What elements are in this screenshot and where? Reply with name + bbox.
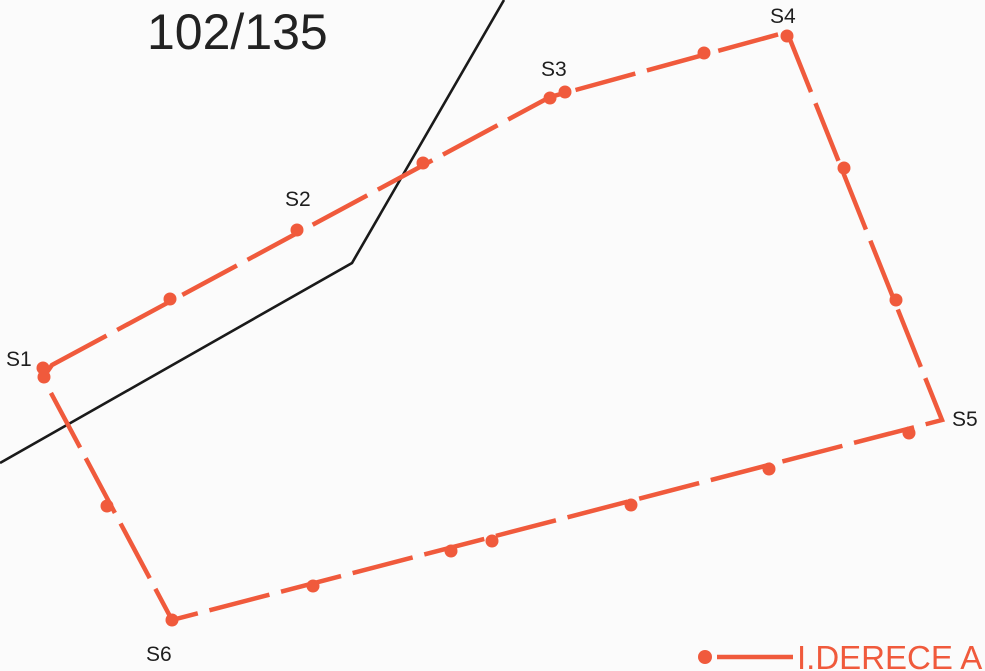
vertex-marker-s3	[543, 91, 557, 105]
vertex-label-s1: S1	[6, 348, 32, 371]
boundary-point	[416, 156, 430, 170]
boundary-point	[697, 46, 711, 60]
boundary-point	[100, 499, 114, 513]
boundary-point	[163, 292, 177, 306]
vertex-marker-s3	[558, 85, 572, 99]
boundary-dots	[36, 29, 916, 627]
boundary-point	[485, 534, 499, 548]
boundary-point	[837, 161, 851, 175]
vertex-label-s5: S5	[952, 408, 978, 431]
vertex-label-s3: S3	[541, 58, 567, 81]
boundary-point	[306, 579, 320, 593]
parcel-number: 102/135	[147, 4, 328, 60]
boundary-point	[762, 462, 776, 476]
boundary-point	[624, 498, 638, 512]
legend-label: I.DERECE A	[797, 639, 982, 671]
vertex-marker-s6	[165, 613, 179, 627]
vertex-marker-s2	[290, 223, 304, 237]
vertex-marker-s4	[780, 29, 794, 43]
boundary-point	[902, 426, 916, 440]
legend: I.DERECE A	[698, 639, 982, 671]
existing-boundary-line	[0, 0, 506, 465]
boundary-point	[889, 293, 903, 307]
vertex-marker-s1	[37, 370, 51, 384]
boundary-point	[444, 544, 458, 558]
legend-symbol-dot	[698, 650, 712, 664]
vertex-label-s4: S4	[770, 5, 796, 28]
vertex-label-s2: S2	[285, 188, 311, 211]
vertex-label-s6: S6	[146, 643, 172, 666]
